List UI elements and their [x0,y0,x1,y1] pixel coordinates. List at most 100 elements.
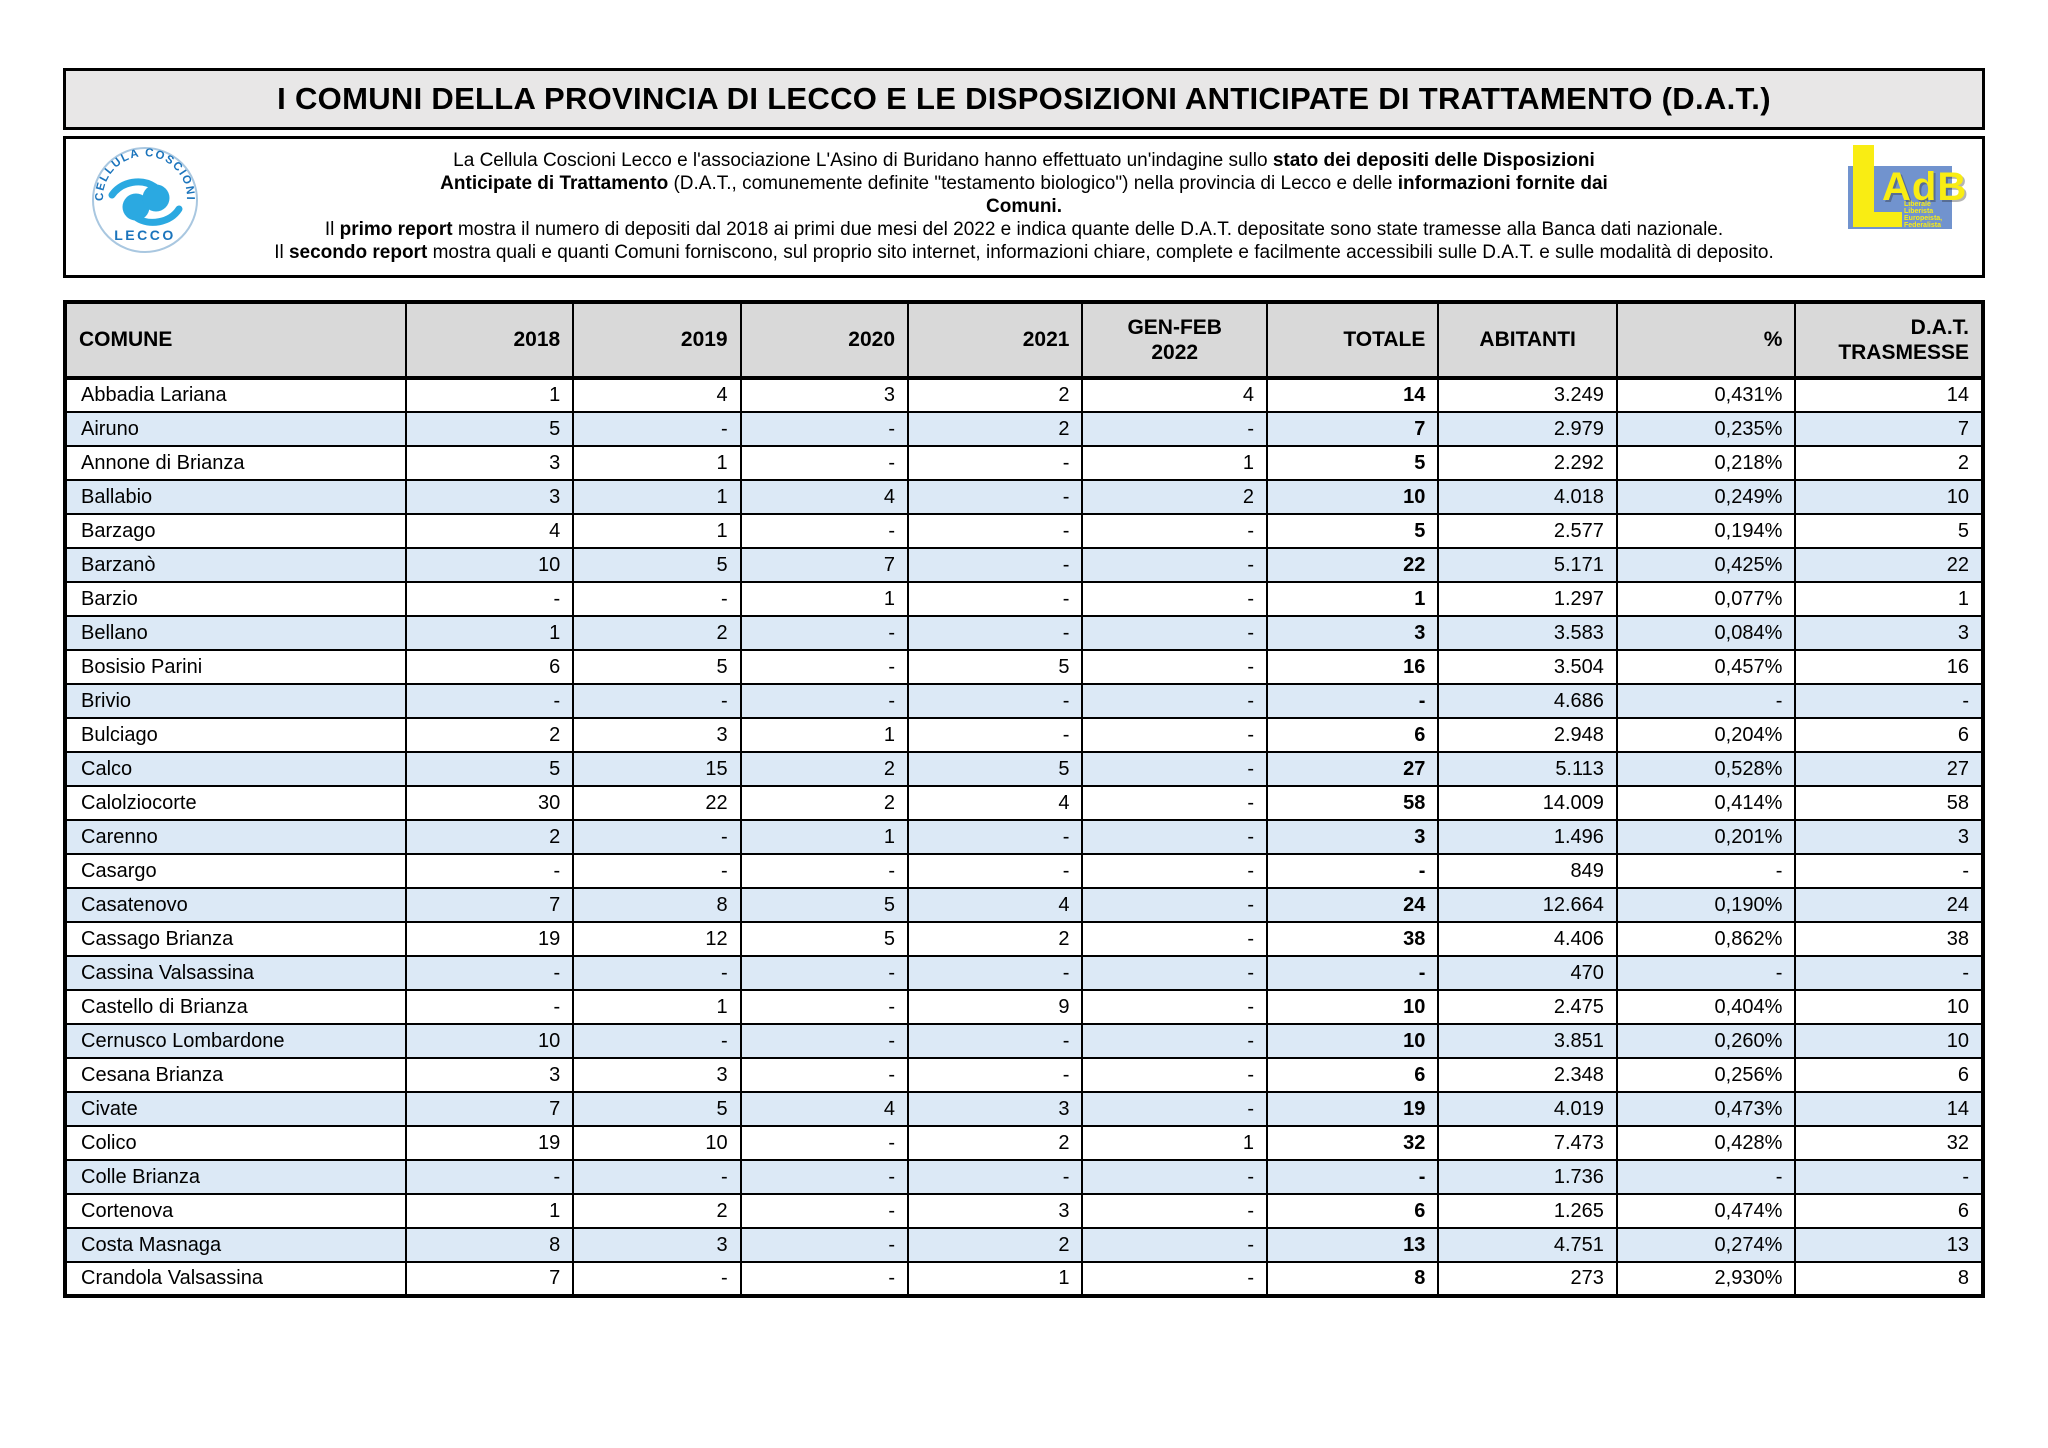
cell-value: - [1081,751,1268,787]
table-row: Calolziocorte 30 22 2 4-58 14.009 0,414% 58 [64,785,1984,821]
cell-value: 16 [1794,649,1984,685]
cell-value: 58 [1265,785,1440,821]
cell-value: 15 [572,751,742,787]
cell-value: 10 [1794,989,1984,1025]
table-row: Carenno 2-1- -3 1.496 0,201% 3 [64,819,1984,855]
cell-value: - [404,1159,575,1195]
cell-value: 2 [906,921,1084,957]
cell-value: - [572,819,742,855]
cell-value: 27 [1265,751,1440,787]
intro-text-bold-segment: primo report [339,219,453,240]
cell-value: - [1081,1261,1268,1297]
intro-text-segment: Il [324,219,340,240]
cell-value: - [1081,1023,1268,1059]
cell-value: 3 [1265,615,1440,651]
cell-value: - [1615,955,1797,991]
cell-value: 5 [739,921,910,957]
cell-value: 24 [1265,887,1440,923]
cell-value: - [1794,853,1984,889]
cell-value: 4 [1081,377,1268,413]
cell-value: - [906,547,1084,583]
cell-value: 849 [1437,853,1618,889]
cell-value: 2.577 [1437,513,1618,549]
table-row: Brivio - - - - - -4.686- - [64,683,1984,719]
dat-table: COMUNE 2018 2019 2020 2021 GEN-FEB 2022 … [63,300,1985,1298]
cell-value: 1 [739,717,910,753]
cell-value: - [1265,853,1440,889]
cell-value: - [1081,1227,1268,1263]
intro-text-segment: (D.A.T., comunemente definite "testament… [668,173,1398,194]
adb-small-lines: Liberale Liberista Europeista, Federalis… [1904,201,1942,229]
cell-value: - [1081,819,1268,855]
cell-value: - [572,581,742,617]
cell-value: 2.475 [1437,989,1618,1025]
table-row: Cortenova 1 2-3-6 1.265 0,474% 6 [64,1193,1984,1229]
cell-value: - [404,853,575,889]
cell-value: - [404,683,575,719]
cell-value: 4.686 [1437,683,1618,719]
cell-value: - [739,853,910,889]
cell-value: - [906,513,1084,549]
cell-value: 7 [739,547,910,583]
cell-comune: Crandola Valsassina [64,1261,407,1297]
cell-value: - [1265,683,1440,719]
cell-value: 5 [404,411,575,447]
cell-value: 6 [1265,1193,1440,1229]
cell-value: 24 [1794,887,1984,923]
table-row: Barzanò 10 5 7- -22 5.171 0,425% 22 [64,547,1984,583]
cell-value: 7 [1794,411,1984,447]
intro-box: CELLULA COSCIONI LECCO La Cellula Coscio… [63,136,1985,278]
cell-comune: Cesana Brianza [64,1057,407,1093]
table-row: Costa Masnaga 8 3-2-13 4.751 0,274% 13 [64,1227,1984,1263]
table-row: Airuno 5- -2-7 2.979 0,235% 7 [64,411,1984,447]
cell-comune: Barzanò [64,547,407,583]
cell-value: 10 [1265,1023,1440,1059]
cell-value: 38 [1794,921,1984,957]
cell-value: - [1081,683,1268,719]
cell-value: - [1081,955,1268,991]
cell-value: 30 [404,785,575,821]
table-row: Cassina Valsassina - - - - - -470- - [64,955,1984,991]
cell-value: - [1794,1159,1984,1195]
cell-value: 0,457% [1615,649,1797,685]
cell-value: - [739,1261,910,1297]
cell-value: 0,256% [1615,1057,1797,1093]
cell-value: - [739,1227,910,1263]
cell-value: - [1081,615,1268,651]
adb-logo: AdB Liberale Liberista Europeista, Feder… [1848,145,1966,231]
cell-comune: Cassago Brianza [64,921,407,957]
cell-value: 0,862% [1615,921,1797,957]
cell-value: 0,084% [1615,615,1797,651]
cell-value: 3.249 [1437,377,1618,413]
title-bar: I COMUNI DELLA PROVINCIA DI LECCO E LE D… [63,68,1985,130]
cell-comune: Colico [64,1125,407,1161]
cell-value: 4 [739,1091,910,1127]
cell-value: 2 [739,751,910,787]
cell-value: 14 [1794,377,1984,413]
cell-value: - [739,1023,910,1059]
cell-value: 7 [404,1091,575,1127]
cell-value: 7 [1265,411,1440,447]
cell-value: - [572,1261,742,1297]
cell-value: - [906,615,1084,651]
cell-value: - [739,1125,910,1161]
cell-value: 0,190% [1615,887,1797,923]
cell-value: - [572,1023,742,1059]
cell-value: 1 [1794,581,1984,617]
cell-value: 3 [1794,819,1984,855]
cell-value: 0,414% [1615,785,1797,821]
cell-value: 32 [1794,1125,1984,1161]
cell-value: 3 [572,717,742,753]
cell-value: 7 [404,1261,575,1297]
cell-value: 0,474% [1615,1193,1797,1229]
cell-value: 2 [906,377,1084,413]
table-row: Barzago 4 1- - -5 2.577 0,194% 5 [64,513,1984,549]
cell-value: 5 [906,649,1084,685]
cell-comune: Cassina Valsassina [64,955,407,991]
cell-value: - [1081,513,1268,549]
intro-text-segment: mostra quali e quanti Comuni forniscono,… [427,242,1774,263]
cell-value: - [906,853,1084,889]
cell-value: 19 [404,921,575,957]
table-row: Calco 5 15 2 5-27 5.113 0,528% 27 [64,751,1984,787]
cell-value: - [739,513,910,549]
